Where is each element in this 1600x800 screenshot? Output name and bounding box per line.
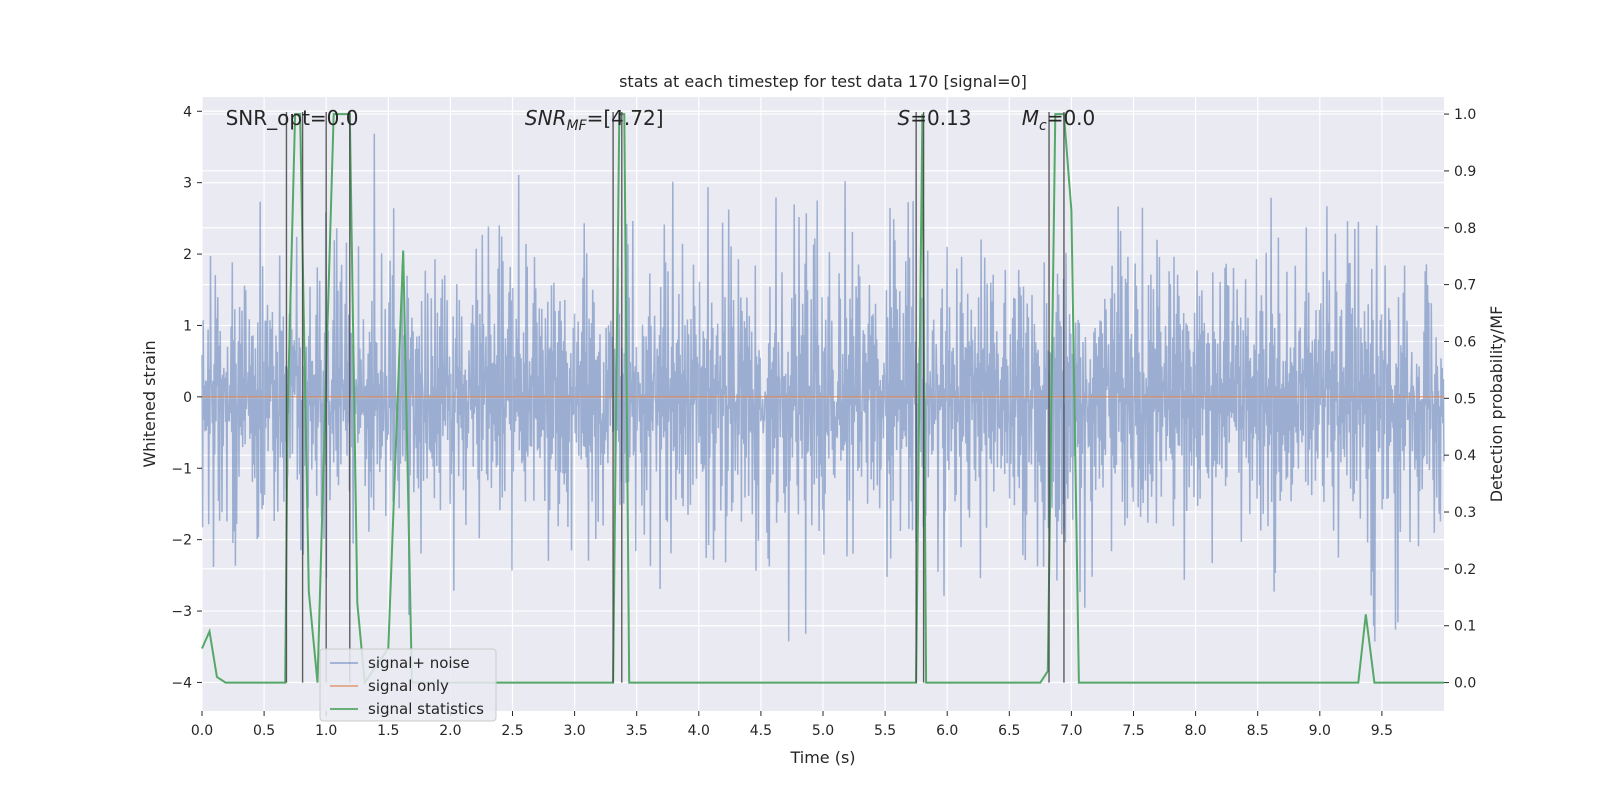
x-tick-label: 1.0 — [315, 723, 337, 739]
y2-tick-label: 0.3 — [1454, 505, 1476, 521]
y2-tick-label: 0.8 — [1454, 221, 1476, 237]
y2-tick-label: 0.7 — [1454, 278, 1476, 294]
x-tick-label: 0.0 — [191, 723, 213, 739]
x-tick-label: 2.0 — [439, 723, 461, 739]
x-axis-label: Time (s) — [789, 748, 855, 767]
y-axis-label: Whitened strain — [140, 340, 159, 467]
y2-tick-label: 0.6 — [1454, 334, 1476, 350]
x-tick-label: 4.5 — [750, 723, 772, 739]
x-tick-label: 5.5 — [874, 723, 896, 739]
axes: 0.0 0.5 1.0 1.5 2.0 2.5 3.0 3.5 4.0 4.5 5.0 5.5 6.0 6… — [171, 104, 1476, 739]
annotation-0: SNR_opt=0.0 — [226, 106, 359, 130]
legend-box — [319, 648, 497, 722]
x-tick-label: 2.5 — [501, 723, 523, 739]
x-tick-label: 1.5 — [377, 723, 399, 739]
x-tick-label: 4.0 — [688, 723, 710, 739]
chart-title: stats at each timestep for test data 170… — [619, 72, 1027, 91]
y-tick-label: −2 — [171, 533, 192, 549]
y-tick-label: 1 — [183, 318, 192, 334]
x-tick-label: 8.5 — [1247, 723, 1269, 739]
y-tick-label: −1 — [171, 461, 192, 477]
y-tick-label: −3 — [171, 604, 192, 620]
y-tick-label: 4 — [183, 104, 192, 120]
legend-label-signal-only: signal only — [368, 677, 449, 695]
x-tick-label: 3.0 — [563, 723, 585, 739]
y2-tick-label: 1.0 — [1454, 107, 1476, 123]
x-tick-label: 7.0 — [1060, 723, 1082, 739]
x-tick-label: 0.5 — [253, 723, 275, 739]
y2-tick-label: 0.9 — [1454, 164, 1476, 180]
x-tick-label: 8.0 — [1184, 723, 1206, 739]
y2-tick-label: 0.5 — [1454, 391, 1476, 407]
y2-axis-label: Detection probability/MF — [1487, 306, 1506, 503]
y-tick-label: 0 — [183, 390, 192, 406]
x-tick-label: 6.0 — [936, 723, 958, 739]
y2-tick-label: 0.0 — [1454, 676, 1476, 692]
x-tick-label: 5.0 — [812, 723, 834, 739]
annotation-1: SNRMF=[4.72] — [525, 106, 664, 134]
x-tick-label: 9.0 — [1309, 723, 1331, 739]
annotation-3: Mc=0.0 — [1022, 106, 1096, 134]
legend: signal+ noise signal only signal statist… — [319, 648, 497, 722]
annotations: SNR_opt=0.0 SNRMF=[4.72] S=0.13 Mc=0.0 — [226, 106, 1096, 134]
y-tick-label: 3 — [183, 176, 192, 192]
y-tick-label: 2 — [183, 247, 192, 263]
x-tick-label: 6.5 — [998, 723, 1020, 739]
y-tick-label: −4 — [171, 675, 192, 691]
x-tick-label: 7.5 — [1122, 723, 1144, 739]
x-tick-label: 3.5 — [626, 723, 648, 739]
y2-tick-label: 0.2 — [1454, 562, 1476, 578]
vertical-markers — [285, 112, 1065, 683]
legend-label-signal-noise: signal+ noise — [368, 654, 470, 672]
x-tick-label: 9.5 — [1371, 723, 1393, 739]
annotation-2: S=0.13 — [898, 106, 972, 130]
legend-label-signal-statistics: signal statistics — [368, 700, 484, 718]
series-signal-statistics — [201, 113, 1444, 686]
y2-tick-label: 0.4 — [1454, 448, 1476, 464]
line-series — [201, 113, 1444, 686]
y2-tick-label: 0.1 — [1454, 619, 1476, 635]
